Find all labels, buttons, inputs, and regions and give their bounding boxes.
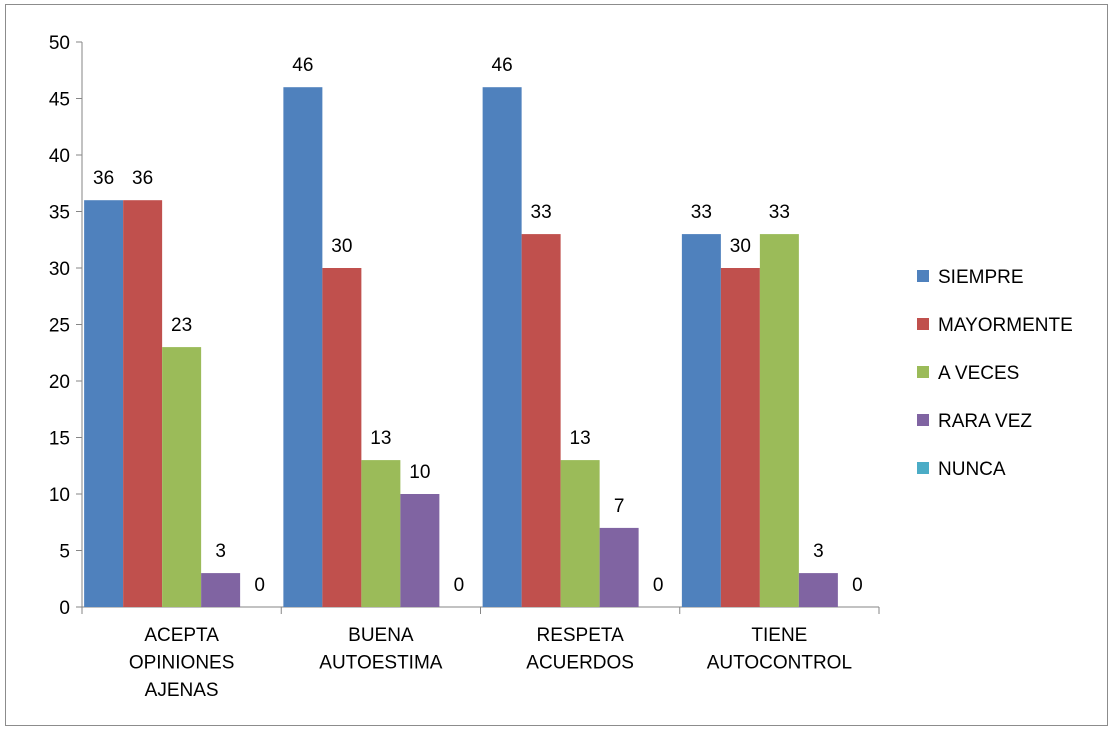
y-tick-label: 40 (49, 146, 70, 167)
data-label: 7 (614, 496, 625, 517)
bar (162, 347, 202, 607)
data-label: 30 (331, 236, 352, 257)
data-label: 13 (370, 428, 391, 449)
y-tick-label: 15 (49, 429, 70, 450)
data-label: 3 (215, 541, 226, 562)
bar (201, 573, 241, 607)
y-tick-label: 35 (49, 203, 70, 224)
data-label: 30 (730, 236, 751, 257)
legend: SIEMPRE MAYORMENTE A VECES RARA VEZ NUNCA (917, 267, 1073, 480)
bar (361, 460, 401, 607)
data-label: 23 (171, 315, 192, 336)
legend-label: RARA VEZ (938, 411, 1032, 432)
data-label: 13 (570, 428, 591, 449)
data-label: 36 (93, 168, 114, 189)
bar (400, 494, 440, 607)
x-tick-label-line: ACUERDOS (526, 653, 634, 674)
bar (681, 234, 721, 607)
x-tick-label-line: AUTOESTIMA (319, 653, 442, 674)
y-tick-label: 10 (49, 485, 70, 506)
legend-swatch (917, 414, 929, 426)
y-tick-label: 20 (49, 372, 70, 393)
legend-swatch (917, 366, 929, 378)
y-tick-label: 25 (49, 316, 70, 337)
chart-frame: 0 5 10 15 20 25 30 35 40 45 50 ACEPTA OPINIONES AJEN… (5, 4, 1108, 726)
legend-label: MAYORMENTE (938, 315, 1073, 336)
y-tick-label: 30 (49, 259, 70, 280)
bar (283, 87, 323, 607)
x-tick-label-line: AUTOCONTROL (707, 653, 852, 674)
data-label: 10 (409, 462, 430, 483)
data-label: 33 (691, 202, 712, 223)
x-tick-label-line: RESPETA (536, 625, 624, 646)
bar (123, 200, 163, 607)
bar (560, 460, 600, 607)
data-label: 0 (254, 575, 265, 596)
legend-swatch (917, 318, 929, 330)
x-tick-label: ACEPTA OPINIONES AJENAS (129, 625, 235, 701)
bar (84, 200, 124, 607)
bar (759, 234, 799, 607)
legend-swatch (917, 270, 929, 282)
legend-swatch (917, 462, 929, 474)
data-label: 36 (132, 168, 153, 189)
bar (521, 234, 561, 607)
x-axis: ACEPTA OPINIONES AJENAS BUENA AUTOESTIMA RESP… (81, 606, 880, 701)
data-label: 3 (813, 541, 824, 562)
data-label: 46 (492, 55, 513, 76)
bar (322, 268, 362, 607)
x-tick-label-line: ACEPTA (144, 625, 219, 646)
legend-label: A VECES (938, 363, 1019, 384)
y-tick-label: 5 (59, 542, 70, 563)
data-label: 0 (454, 575, 465, 596)
y-tick-label: 50 (49, 33, 70, 54)
y-tick-label: 0 (59, 598, 70, 619)
y-tick-label: 45 (49, 90, 70, 111)
x-tick-label-line: BUENA (348, 625, 414, 646)
bar (599, 527, 639, 607)
data-label: 46 (292, 55, 313, 76)
bar (482, 87, 522, 607)
x-tick-label-line: TIENE (751, 625, 807, 646)
x-tick-label-line: OPINIONES (129, 653, 235, 674)
legend-label: NUNCA (938, 459, 1006, 480)
bar-series-group (84, 87, 838, 607)
x-tick-label: TIENE AUTOCONTROL (707, 625, 852, 674)
data-label: 0 (653, 575, 664, 596)
x-tick-label: RESPETA ACUERDOS (526, 625, 634, 674)
bar (798, 573, 838, 607)
data-label: 0 (852, 575, 863, 596)
x-tick-label: BUENA AUTOESTIMA (319, 625, 442, 674)
x-tick-label-line: AJENAS (145, 680, 219, 701)
data-label: 33 (531, 202, 552, 223)
data-label: 33 (769, 202, 790, 223)
bar (720, 268, 760, 607)
y-axis: 0 5 10 15 20 25 30 35 40 45 50 (49, 33, 83, 619)
legend-label: SIEMPRE (938, 267, 1024, 288)
